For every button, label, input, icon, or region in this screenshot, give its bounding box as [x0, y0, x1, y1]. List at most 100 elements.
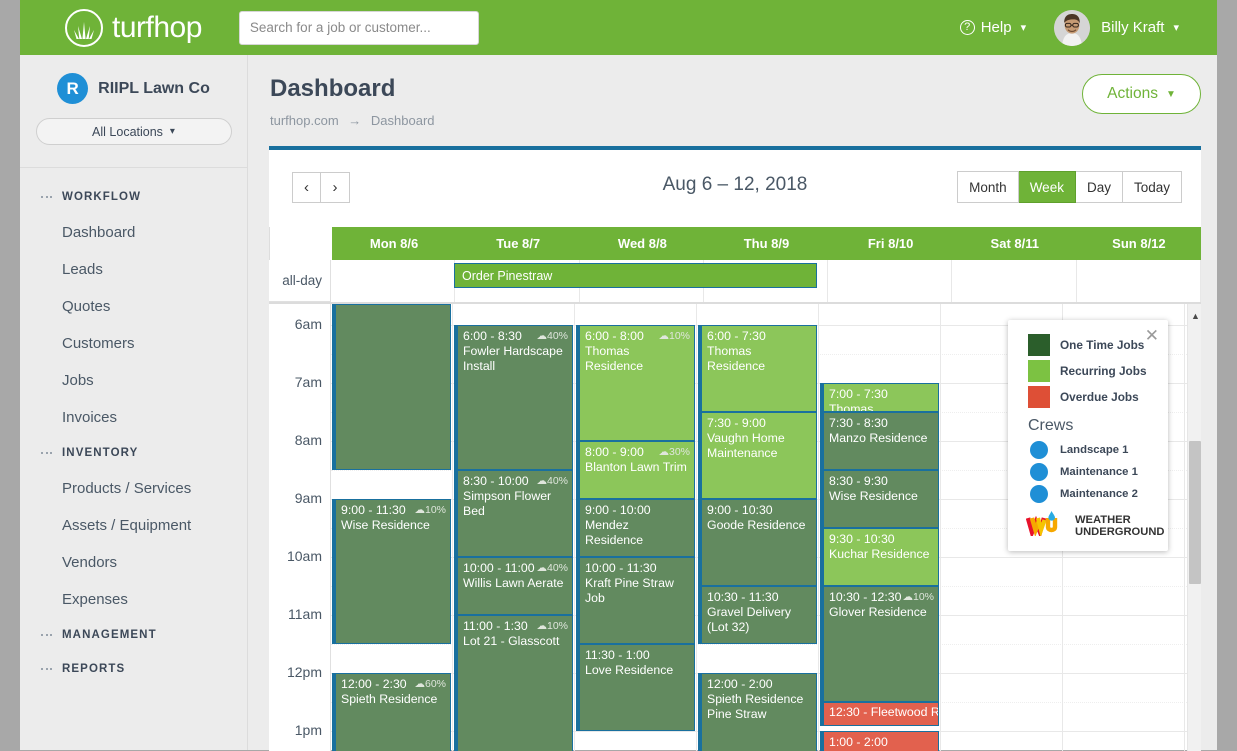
all-day-cell[interactable] — [1077, 260, 1201, 302]
day-header-fri[interactable]: Fri 8/10 — [867, 236, 914, 251]
calendar-event[interactable]: 7:00 - 7:30 Thomas — [820, 383, 939, 413]
view-button-week[interactable]: Week — [1018, 171, 1076, 203]
time-label: 1pm — [294, 722, 322, 739]
calendar-event[interactable]: ☁10% 9:00 - 11:30 Wise Residence — [332, 499, 451, 645]
calendar-event[interactable] — [332, 304, 451, 471]
event-title: Fowler Hardscape Install — [463, 344, 563, 374]
user-menu[interactable]: Billy Kraft ▾ — [1090, 19, 1179, 36]
calendar-event[interactable]: ☁60% 12:00 - 2:30 Spieth Residence — [332, 673, 451, 751]
sidebar-item-vendors[interactable]: Vendors — [62, 554, 118, 571]
calendar-event[interactable]: 10:00 - 11:30 Kraft Pine Straw Job — [576, 557, 695, 645]
scroll-up-caret-icon: ▲ — [1191, 311, 1200, 321]
calendar-event[interactable]: 6:00 - 7:30 Thomas Residence — [698, 325, 817, 413]
avatar[interactable] — [1054, 9, 1091, 46]
brand-logo[interactable]: turfhop — [65, 8, 202, 47]
sidebar-item-assets-equipment[interactable]: Assets / Equipment — [62, 517, 192, 534]
all-day-cell[interactable] — [704, 260, 829, 302]
legend-crew-maintenance-2[interactable]: Maintenance 2 — [1008, 483, 1168, 505]
calendar-event[interactable]: 12:00 - 2:00 Spieth Residence Pine Straw — [698, 673, 817, 751]
all-day-cell[interactable] — [331, 260, 456, 302]
calendar-event[interactable]: ☁10% 10:30 - 12:30 Glover Residence — [820, 586, 939, 703]
day-header-sat[interactable]: Sat 8/11 — [990, 236, 1039, 251]
calendar-event[interactable]: ☁10% 6:00 - 8:00 Thomas Residence — [576, 325, 695, 442]
legend-label: Recurring Jobs — [1060, 364, 1147, 378]
organization-header[interactable]: R RIIPL Lawn Co — [20, 55, 247, 104]
all-day-cell[interactable] — [828, 260, 953, 302]
calendar-event[interactable]: 9:00 - 10:30 Goode Residence — [698, 499, 817, 587]
sidebar-item-customers[interactable]: Customers — [62, 335, 135, 352]
calendar-event[interactable]: 10:30 - 11:30 Gravel Delivery (Lot 32) — [698, 586, 817, 645]
calendar-event[interactable]: ☁40% 6:00 - 8:30 Fowler Hardscape Install — [454, 325, 573, 471]
calendar-event[interactable]: 7:30 - 8:30 Manzo Residence — [820, 412, 939, 471]
section-dash-icon — [41, 196, 52, 198]
event-time: 10:00 - 11:00 — [463, 561, 535, 576]
calendar-event[interactable]: ☁30% 8:00 - 9:00 Blanton Lawn Trim — [576, 441, 695, 500]
breadcrumb-current: Dashboard — [370, 113, 435, 128]
sidebar-item-expenses[interactable]: Expenses — [62, 591, 128, 608]
crew-label: Maintenance 2 — [1060, 488, 1138, 500]
sidebar-item-jobs[interactable]: Jobs — [62, 372, 94, 389]
weather-underground-attribution[interactable]: WEATHER UNDERGROUND — [1008, 505, 1168, 541]
event-time: 9:00 - 11:30 — [341, 503, 406, 518]
day-column[interactable] — [819, 304, 941, 751]
day-column[interactable] — [331, 304, 453, 751]
sidebar-section-reports[interactable]: REPORTS — [20, 652, 247, 686]
user-name: Billy Kraft — [1101, 19, 1165, 36]
view-button-month[interactable]: Month — [957, 171, 1019, 203]
day-column[interactable] — [453, 304, 575, 751]
day-header-mon[interactable]: Mon 8/6 — [369, 236, 419, 251]
calendar-legend-popup: ✕ One Time Jobs Recurring Jobs Overdue J… — [1008, 320, 1168, 551]
day-header-wed[interactable]: Wed 8/8 — [617, 236, 667, 251]
event-time: 12:30 - Fleetwood Re — [829, 705, 939, 720]
all-day-event[interactable]: Order Pinestraw — [454, 263, 817, 288]
help-menu[interactable]: ? Help ▾ — [959, 19, 1026, 36]
day-column[interactable] — [575, 304, 697, 751]
calendar-event[interactable]: ☁40% 8:30 - 10:00 Simpson Flower Bed — [454, 470, 573, 558]
event-time: 6:00 - 8:00 — [585, 329, 644, 344]
time-gutter-header — [270, 227, 332, 260]
calendar-event[interactable]: 9:30 - 10:30 Kuchar Residence — [820, 528, 939, 587]
calendar-event[interactable]: 1:00 - 2:00Anderson Resid — [820, 731, 939, 751]
all-day-cell[interactable] — [952, 260, 1077, 302]
chevron-down-icon: ▾ — [1173, 22, 1179, 34]
scrollbar-thumb[interactable] — [1189, 441, 1201, 584]
calendar-event[interactable]: 12:30 - Fleetwood Re — [820, 702, 939, 726]
view-button-day[interactable]: Day — [1075, 171, 1123, 203]
day-header-sun[interactable]: Sun 8/12 — [1112, 236, 1166, 251]
calendar-nav-buttons: ‹ › — [292, 172, 350, 203]
calendar-event[interactable]: 7:30 - 9:00 Vaughn Home Maintenance — [698, 412, 817, 500]
sidebar-item-products-services[interactable]: Products / Services — [62, 480, 192, 497]
page-title: Dashboard — [270, 75, 396, 102]
sidebar-item-invoices[interactable]: Invoices — [62, 409, 118, 426]
legend-crew-landscape-1[interactable]: Landscape 1 — [1008, 439, 1168, 461]
event-title: Thomas — [829, 402, 874, 413]
calendar-event[interactable]: ☁10% 11:00 - 1:30 Lot 21 - Glasscott — [454, 615, 573, 751]
event-title: Blanton Lawn Trim — [585, 460, 687, 475]
day-header-tue[interactable]: Tue 8/7 — [496, 236, 541, 251]
actions-button[interactable]: Actions ▼ — [1082, 74, 1201, 114]
legend-crew-maintenance-1[interactable]: Maintenance 1 — [1008, 461, 1168, 483]
next-period-button[interactable]: › — [321, 172, 350, 203]
day-column[interactable] — [1063, 304, 1185, 751]
search-input[interactable] — [238, 10, 479, 45]
sidebar-section-management[interactable]: MANAGEMENT — [20, 618, 247, 652]
day-header-thu[interactable]: Thu 8/9 — [743, 236, 790, 251]
calendar-event[interactable]: 9:00 - 10:00 Mendez Residence — [576, 499, 695, 558]
location-selector[interactable]: All Locations ▾ — [35, 118, 232, 145]
view-button-today[interactable]: Today — [1122, 171, 1182, 203]
sidebar-item-dashboard[interactable]: Dashboard — [62, 224, 136, 241]
day-column[interactable] — [697, 304, 819, 751]
event-title: Mendez Residence — [585, 518, 644, 548]
event-time: 8:30 - 10:00 — [463, 474, 529, 489]
weather-provider-line2: UNDERGROUND — [1075, 525, 1165, 538]
prev-period-button[interactable]: ‹ — [292, 172, 321, 203]
sidebar-item-leads[interactable]: Leads — [62, 261, 103, 278]
event-time: 6:00 - 8:30 — [463, 329, 522, 344]
calendar-scrollbar[interactable]: ▲ — [1187, 304, 1201, 751]
calendar-event[interactable]: 8:30 - 9:30 Wise Residence — [820, 470, 939, 529]
sidebar-item-quotes[interactable]: Quotes — [62, 298, 111, 315]
breadcrumb-root[interactable]: turfhop.com — [270, 113, 339, 128]
close-icon[interactable]: ✕ — [1144, 326, 1159, 345]
calendar-event[interactable]: 11:30 - 1:00 Love Residence — [576, 644, 695, 732]
calendar-event[interactable]: ☁40% 10:00 - 11:00 Willis Lawn Aerate — [454, 557, 573, 616]
